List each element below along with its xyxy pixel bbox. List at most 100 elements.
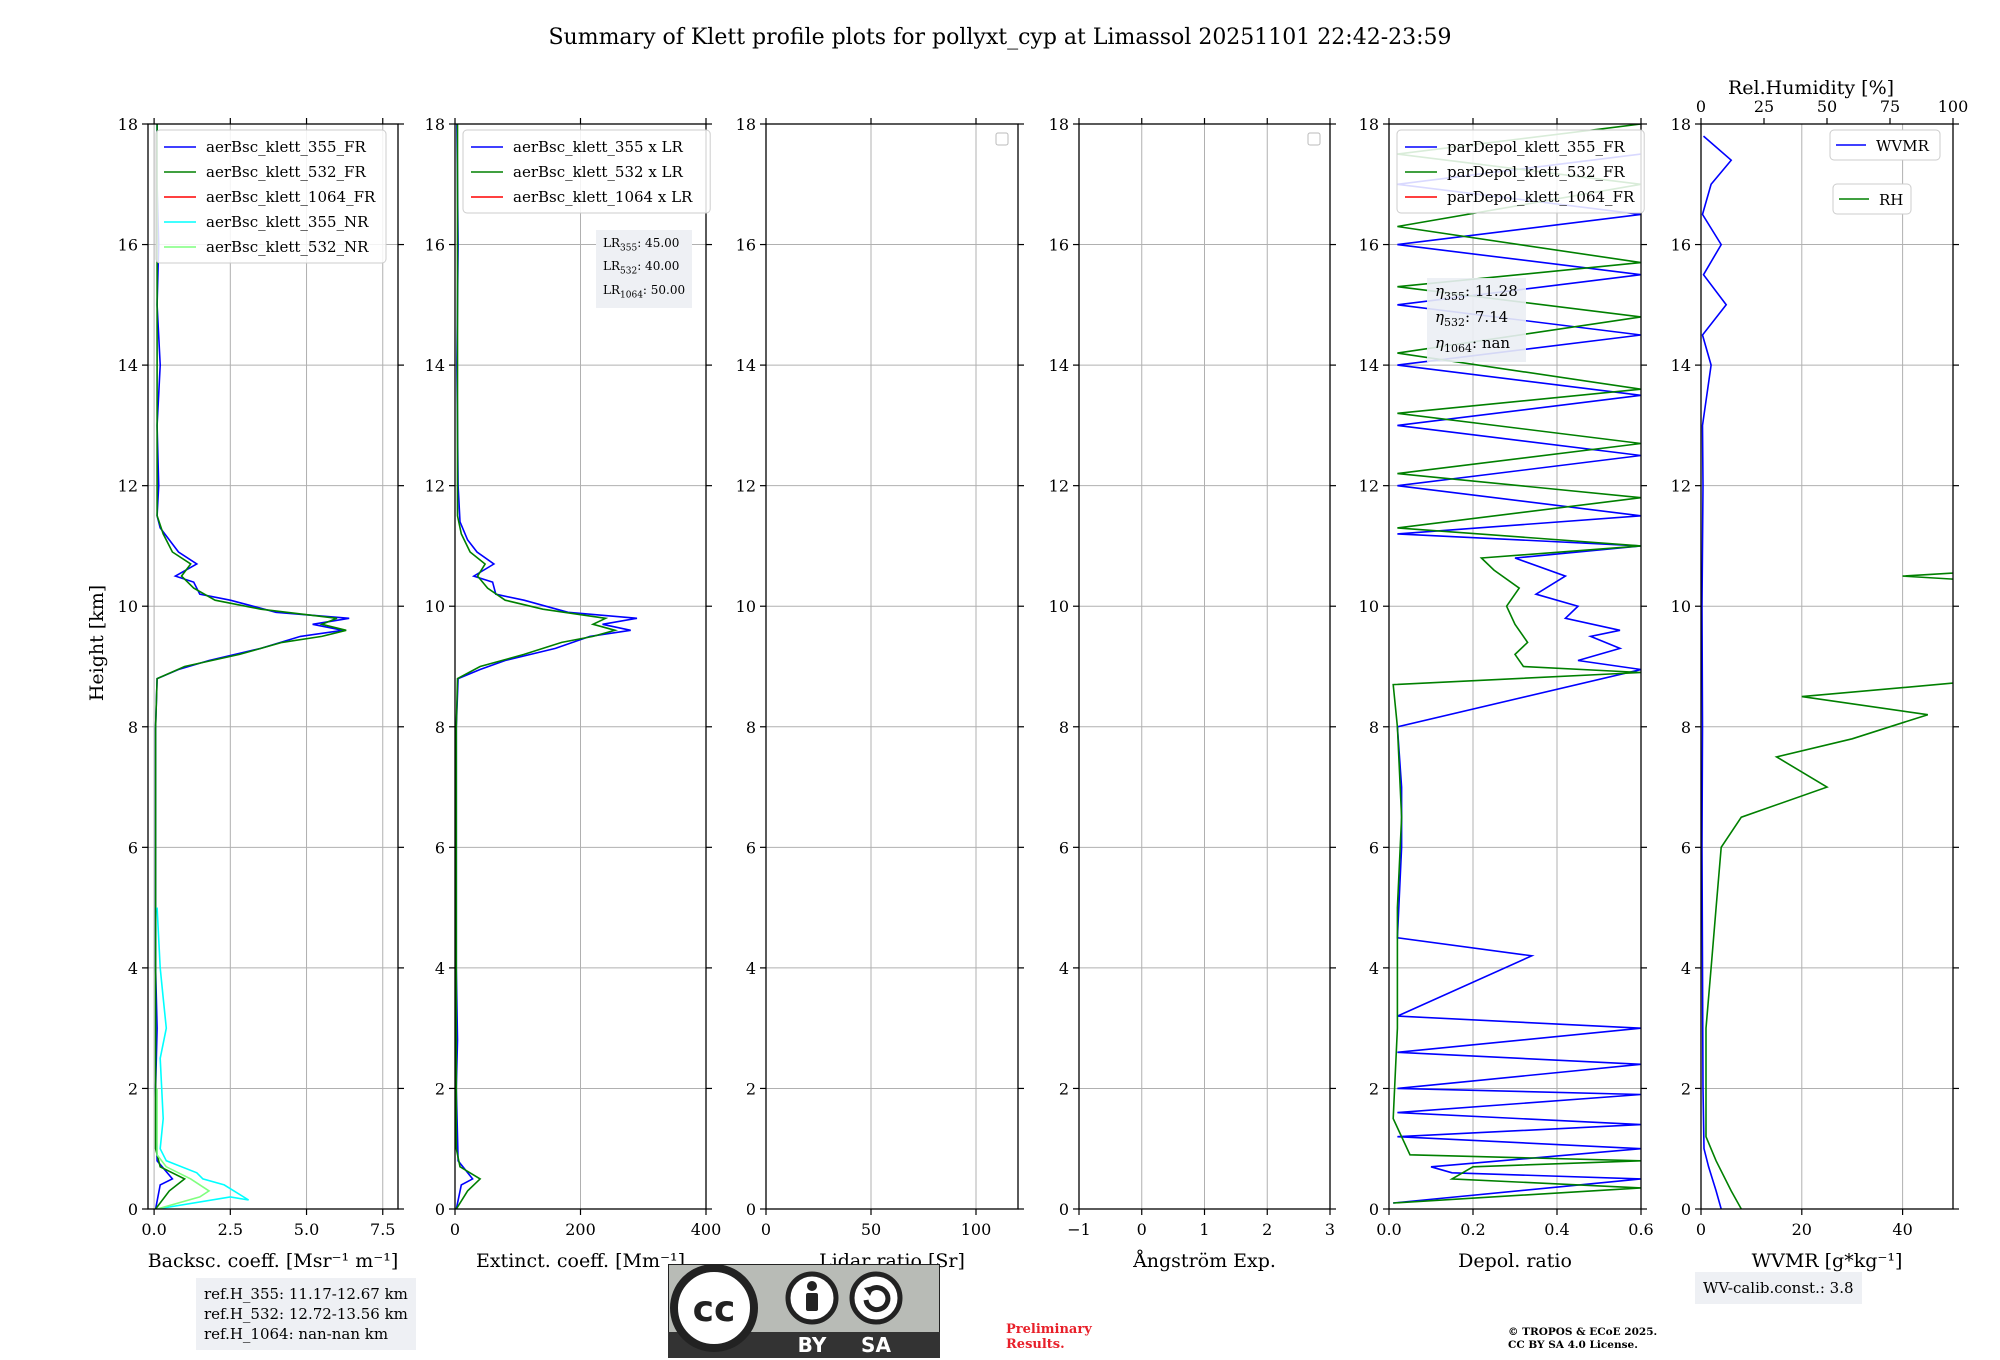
panel-depolarization: 0 2 4 6 8 10 12 14 16 18 0.0 0.2 0.4 0.6 Depol. ratio p… [1359, 115, 1654, 1272]
figure-title: Summary of Klett profile plots for polly… [548, 25, 1451, 50]
x-axis-label: Depol. ratio [1458, 1250, 1572, 1272]
lr-532: LR532: 40.00 [603, 259, 680, 277]
y-tick-label: 12 [1671, 477, 1691, 496]
y-tick-label: 12 [118, 477, 138, 496]
legend-label: aerBsc_klett_355 x LR [513, 138, 684, 156]
x-tick-label: 100 [961, 1220, 992, 1239]
x-tick-label: 3 [1325, 1220, 1335, 1239]
y-tick-label: 8 [1059, 718, 1069, 737]
legend-box [1832, 183, 1912, 215]
series-aerBsc_klett_532_NR [156, 1088, 211, 1209]
legend-box [155, 129, 387, 264]
legend-box [1829, 129, 1941, 161]
y-tick-label: 6 [746, 838, 756, 857]
y-tick-label: 16 [1671, 236, 1691, 255]
y-tick-label: 18 [1359, 115, 1379, 134]
y-tick-label: 16 [118, 236, 138, 255]
y-tick-label: 10 [1049, 597, 1069, 616]
y-tick-label: 18 [425, 115, 445, 134]
x-tick-label: 0 [1696, 1220, 1706, 1239]
x-tick-label: 50 [861, 1220, 881, 1239]
y-tick-label: 8 [128, 718, 138, 737]
y-tick-label: 10 [425, 597, 445, 616]
legend-label: aerBsc_klett_355_NR [206, 213, 369, 231]
empty-legend-box [995, 132, 1009, 146]
y-tick-label: 10 [736, 597, 756, 616]
y-tick-label: 8 [1681, 718, 1691, 737]
wv-calib-box: WV-calib.const.: 3.8 [1695, 1272, 1862, 1304]
eta-355: η355: 11.28 [1435, 282, 1518, 303]
eta-1064: η1064: nan [1435, 334, 1511, 355]
copyright-line-2: CC BY SA 4.0 License. [1508, 1339, 1638, 1351]
y-tick-label: 14 [425, 356, 445, 375]
refh-1064: ref.H_1064: nan-nan km [204, 1325, 389, 1343]
top-tick-label: 75 [1880, 97, 1900, 116]
y-tick-label: 12 [425, 477, 445, 496]
y-tick-label: 0 [1681, 1200, 1691, 1219]
x-tick-label: −1 [1067, 1220, 1091, 1239]
y-tick-label: 14 [1049, 356, 1069, 375]
x-tick-label: 40 [1892, 1220, 1912, 1239]
copyright-line-1: © TROPOS & ECoE 2025. [1508, 1326, 1658, 1338]
panel-water_vapor: 0 2 4 6 8 10 12 14 16 18 0 20 40 WVMR [g*kg⁻¹] 0 25 50 75… [1671, 97, 1969, 1272]
by-icon [807, 1281, 817, 1291]
y-tick-label: 14 [736, 356, 756, 375]
y-tick-label: 14 [1359, 356, 1379, 375]
legend-label: WVMR [1876, 137, 1930, 155]
series-RH [1705, 572, 1953, 1209]
axes-frame [765, 123, 1019, 1210]
y-tick-label: 4 [435, 959, 445, 978]
y-tick-label: 2 [1369, 1079, 1379, 1098]
top-tick-label: 100 [1938, 97, 1969, 116]
y-tick-label: 2 [128, 1079, 138, 1098]
lidar-ratio-box: LR355: 45.00 LR532: 40.00 LR1064: 50.00 [596, 230, 693, 309]
series-aerBsc_klett_355_NR [156, 907, 250, 1209]
y-tick-label: 16 [1359, 236, 1379, 255]
legend-label: parDepol_klett_532_FR [1447, 163, 1625, 181]
y-tick-label: 12 [1359, 477, 1379, 496]
x-axis-label: WVMR [g*kg⁻¹] [1752, 1250, 1903, 1272]
series-aerBsc_klett_355 x LR [455, 124, 638, 1209]
y-tick-label: 2 [746, 1079, 756, 1098]
y-tick-label: 4 [1369, 959, 1379, 978]
y-tick-label: 16 [425, 236, 445, 255]
x-tick-label: 0 [450, 1220, 460, 1239]
y-tick-label: 0 [746, 1200, 756, 1219]
lr-355: LR355: 45.00 [603, 236, 680, 254]
legend-label: aerBsc_klett_532 x LR [513, 163, 684, 181]
x-tick-label: 0.6 [1628, 1220, 1653, 1239]
axes-frame [147, 123, 399, 1210]
top-tick-label: 0 [1696, 97, 1706, 116]
legend-label: aerBsc_klett_1064 x LR [513, 188, 693, 206]
y-tick-label: 8 [1369, 718, 1379, 737]
x-tick-label: 0.0 [141, 1220, 166, 1239]
y-tick-label: 0 [1059, 1200, 1069, 1219]
legend-label: parDepol_klett_355_FR [1447, 138, 1625, 156]
legend-label: aerBsc_klett_355_FR [206, 138, 366, 156]
x-tick-label: 0 [1137, 1220, 1147, 1239]
preliminary-line-2: Results. [1006, 1337, 1065, 1352]
y-tick-label: 6 [128, 838, 138, 857]
y-tick-label: 14 [118, 356, 138, 375]
x-tick-label: 0.4 [1544, 1220, 1569, 1239]
legend-box [1396, 129, 1645, 214]
x-tick-label: 0.2 [1460, 1220, 1485, 1239]
legend-label: RH [1879, 191, 1903, 209]
y-tick-label: 6 [1059, 838, 1069, 857]
y-tick-label: 8 [746, 718, 756, 737]
x-tick-label: 0.0 [1376, 1220, 1401, 1239]
axes-frame [1700, 123, 1954, 1210]
y-tick-label: 0 [435, 1200, 445, 1219]
legend-box [462, 129, 711, 214]
cc-sa-label: SA [861, 1333, 891, 1357]
x-axis-label: Backsc. coeff. [Msr⁻¹ m⁻¹] [148, 1250, 399, 1272]
lr-1064: LR1064: 50.00 [603, 282, 686, 301]
legend-label: aerBsc_klett_1064_FR [206, 188, 376, 206]
y-tick-label: 18 [118, 115, 138, 134]
y-tick-label: 14 [1671, 356, 1691, 375]
series-aerBsc_klett_532 x LR [455, 124, 619, 1209]
y-tick-label: 12 [736, 477, 756, 496]
x-tick-label: 400 [691, 1220, 722, 1239]
y-tick-label: 4 [746, 959, 756, 978]
